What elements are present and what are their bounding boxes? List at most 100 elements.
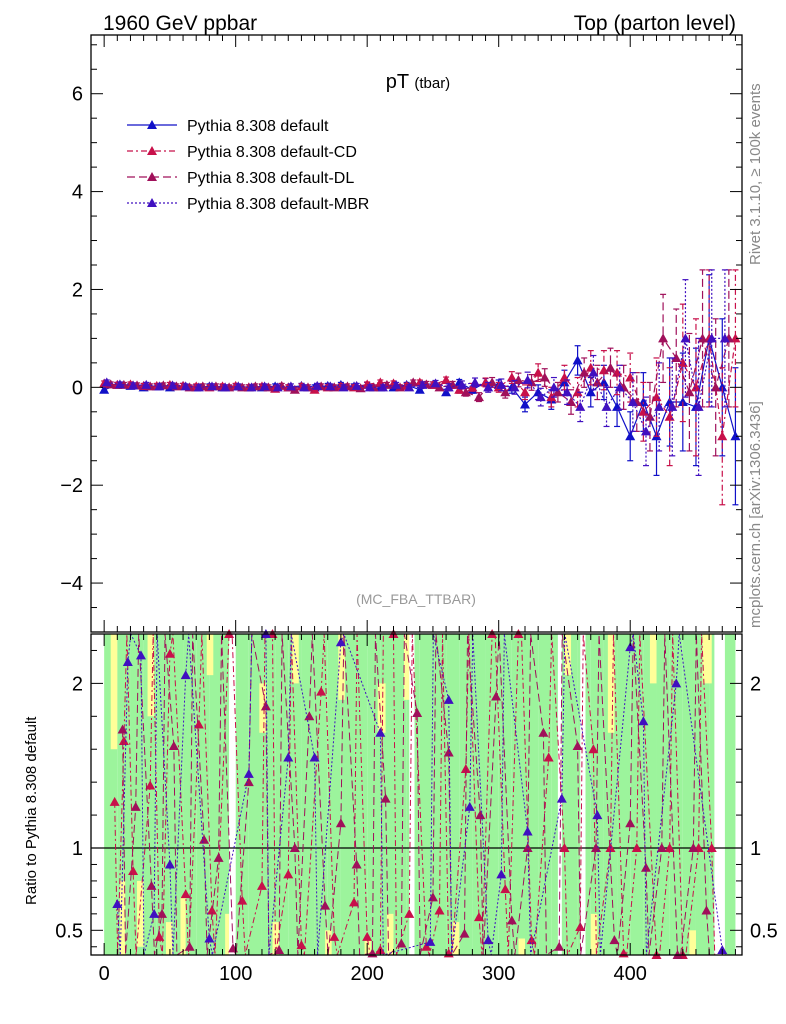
ratio-series-line (114, 633, 716, 957)
data-point (671, 352, 682, 362)
data-point (500, 387, 511, 397)
data-point (206, 381, 217, 391)
data-point (690, 382, 701, 392)
ratio-data-point (526, 935, 537, 945)
ratio-data-point (491, 691, 502, 701)
ratio-data-point (351, 859, 362, 869)
xtick-label: 100 (219, 963, 252, 985)
yellow-band-region (165, 922, 173, 955)
ratio-data-point (204, 933, 215, 943)
legend-label: Pythia 8.308 default (187, 118, 329, 135)
ratio-data-point (289, 843, 300, 852)
legend-marker (147, 146, 157, 155)
ratio-ytick-label-right: 2 (750, 673, 761, 695)
ratio-data-point (396, 938, 407, 948)
watermark: (MC_FBA_TTBAR) (356, 591, 476, 607)
legend-label: Pythia 8.308 default-DL (187, 170, 354, 187)
ratio-data-point (434, 905, 445, 915)
data-point (601, 401, 612, 411)
ratio-data-point (706, 843, 717, 852)
ratio-data-point (425, 936, 436, 946)
legend-label: Pythia 8.308 default-CD (187, 144, 357, 161)
data-point (562, 387, 573, 397)
data-point (684, 387, 695, 397)
ratio-data-point (274, 945, 285, 955)
data-point (417, 379, 428, 389)
chart-title-sub: (tbar) (414, 75, 450, 92)
data-point (377, 382, 388, 392)
data-point (443, 382, 454, 392)
green-band-bin (617, 634, 631, 955)
green-band-bin (682, 634, 696, 955)
yellow-band-region (377, 683, 386, 733)
yellow-band-region (607, 634, 615, 733)
ratio-data-point (473, 912, 484, 922)
data-point (154, 381, 165, 391)
main-ytick-label: 6 (72, 84, 83, 106)
green-band-bin (590, 634, 604, 955)
xtick-label: 300 (482, 963, 515, 985)
ratio-data-point (506, 915, 517, 925)
ratio-data-point (412, 708, 423, 718)
ratio-data-point (592, 810, 603, 820)
ratio-data-point (459, 928, 470, 938)
ratio-data-point (168, 740, 179, 750)
green-band-bin (485, 634, 499, 955)
ratio-data-point (135, 650, 146, 660)
green-band-bin (169, 634, 184, 955)
ratio-data-point (554, 941, 565, 951)
ratio-data-point (591, 843, 602, 852)
ratio-data-point (145, 780, 156, 790)
ratio-ytick-label: 0.5 (55, 920, 83, 942)
data-point (487, 377, 498, 387)
ratio-data-point (640, 862, 651, 872)
ratio-data-point (109, 796, 120, 806)
ratio-frame (90, 633, 743, 956)
xtick-label: 400 (614, 963, 647, 985)
data-point (559, 372, 570, 382)
ratio-data-point (483, 935, 494, 945)
data-point (128, 380, 139, 390)
data-point (404, 382, 415, 392)
data-point (605, 362, 616, 372)
data-point (408, 377, 419, 387)
ratio-data-point (475, 810, 486, 820)
green-band-bin (630, 634, 644, 955)
yellow-band-region (110, 634, 118, 750)
chart-title: pT (tbar) (386, 71, 450, 93)
data-point (566, 397, 577, 407)
yellow-band-region (338, 634, 345, 700)
green-band-bin (722, 634, 736, 955)
ratio-data-point (559, 843, 570, 852)
main-panel (99, 269, 741, 506)
side-label-mcplots: mcplots.cern.ch [arXiv:1306.3436] (747, 401, 764, 628)
side-label-rivet: Rivet 3.1.10, ≥ 100k events (747, 83, 764, 265)
data-point (325, 381, 336, 391)
data-point (355, 383, 366, 393)
green-band-bin (248, 634, 262, 955)
green-band-bin (183, 634, 197, 955)
legend-marker (147, 120, 157, 129)
data-point (233, 381, 244, 391)
ratio-ytick-label: 2 (72, 673, 83, 695)
ratio-data-point (335, 637, 346, 647)
ratio-data-point (688, 843, 699, 852)
data-point (391, 379, 402, 389)
ratio-data-point (320, 900, 331, 910)
data-point (395, 382, 406, 392)
header-right: Top (parton level) (574, 12, 736, 35)
ratio-data-point (500, 884, 511, 894)
data-point (364, 382, 375, 392)
data-point (193, 382, 204, 392)
ratio-data-point (283, 869, 294, 879)
ratio-ylabel: Ratio to Pythia 8.308 default (23, 716, 40, 905)
green-band-bin (367, 634, 381, 955)
ratio-data-point (625, 818, 636, 828)
ratio-data-point (701, 905, 712, 915)
data-point (539, 372, 550, 382)
ratio-data-point (588, 744, 599, 754)
green-band-bin (669, 634, 683, 955)
green-band-bin (340, 634, 355, 955)
green-band-bin (354, 634, 368, 955)
green-band-bin (327, 634, 341, 955)
